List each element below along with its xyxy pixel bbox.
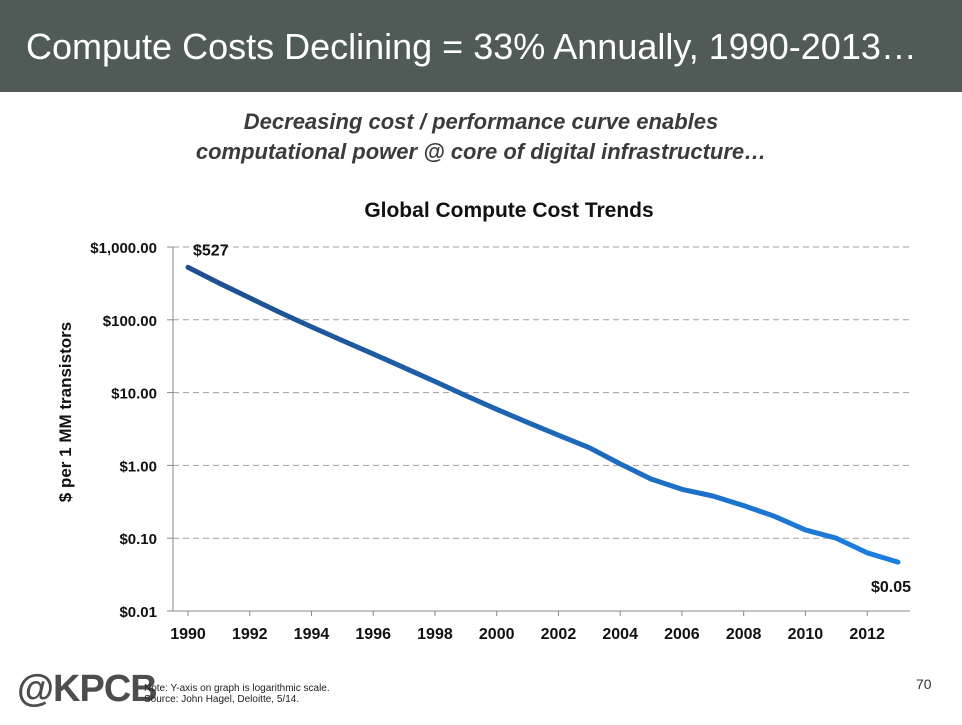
subtitle-line-2: computational power @ core of digital in… [195,139,767,164]
y-tick-label: $100.00 [103,313,157,330]
y-tick-label: $1,000.00 [90,240,157,257]
slide-title: Compute Costs Declining = 33% Annually, … [26,26,917,67]
footnote-source: Source: John Hagel, Deloitte, 5/14. [144,694,300,705]
x-tick-label: 2000 [479,626,515,643]
series-line [185,264,901,565]
y-tick-label: $0.01 [119,604,157,621]
x-tick-label: 1990 [170,626,206,643]
x-tick-label: 1992 [232,626,268,643]
x-tick-label: 2006 [664,626,700,643]
x-tick-label: 2004 [602,626,638,643]
y-axis-label: $ per 1 MM transistors [56,322,75,502]
x-tick-label: 1996 [355,626,391,643]
x-tick-label: 1994 [294,626,330,643]
title-bar: Compute Costs Declining = 33% Annually, … [0,0,962,92]
x-tick-label: 2002 [541,626,577,643]
data-label: $527 [193,242,229,259]
data-label: $0.05 [871,579,911,596]
y-tick-label: $10.00 [111,386,157,403]
subtitle-line-1: Decreasing cost / performance curve enab… [243,109,719,134]
page-number: 70 [916,676,932,692]
y-tick-label: $1.00 [119,458,157,475]
x-tick-label: 2012 [849,626,885,643]
kpcb-logo: @KPCB [17,668,158,710]
x-tick-label: 1998 [417,626,453,643]
y-tick-label: $0.10 [119,531,157,548]
x-tick-label: 2010 [788,626,824,643]
x-tick-label: 2008 [726,626,762,643]
footnote-scale: Note: Y-axis on graph is logarithmic sca… [144,683,330,694]
chart-title: Global Compute Cost Trends [364,199,653,222]
